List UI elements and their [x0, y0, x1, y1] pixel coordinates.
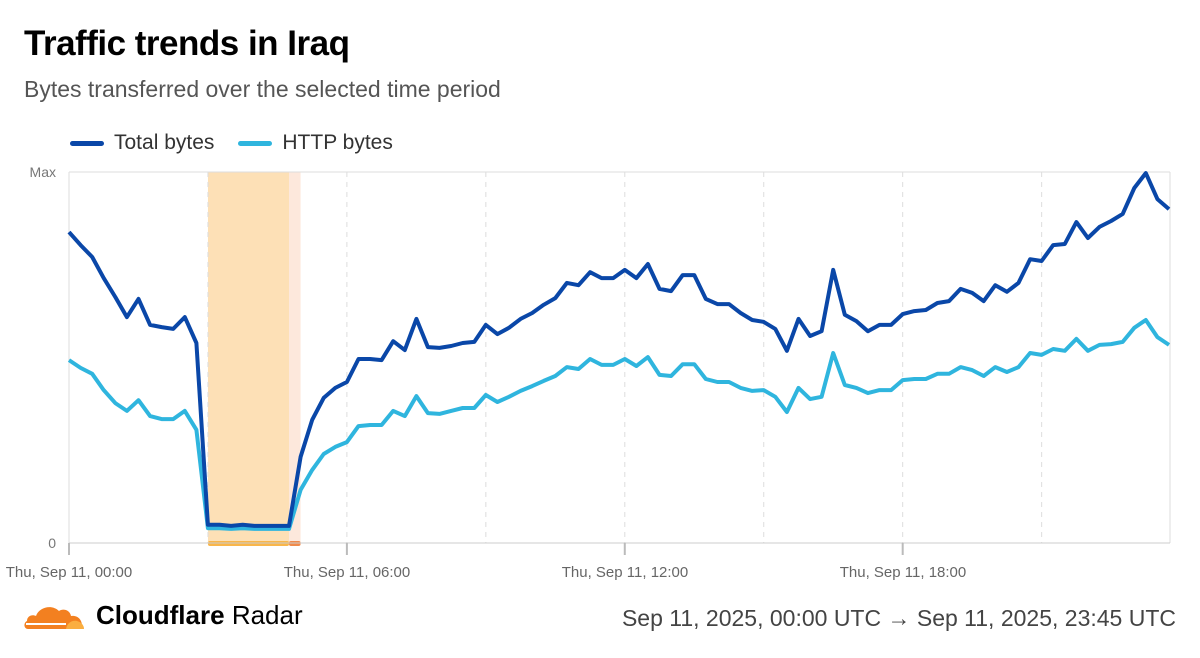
- brand-product: Radar: [231, 600, 303, 630]
- legend-item-http-bytes[interactable]: HTTP bytes: [238, 131, 393, 155]
- cloudflare-radar-logo: Cloudflare Radar: [22, 600, 303, 631]
- brand-name: Cloudflare: [96, 600, 225, 630]
- x-tick-label: Thu, Sep 11, 06:00: [284, 564, 410, 581]
- annotation-band: [207, 172, 289, 543]
- annotation-band: [289, 172, 301, 543]
- date-range: Sep 11, 2025, 00:00 UTC → Sep 11, 2025, …: [621, 605, 1176, 631]
- legend-label: Total bytes: [114, 131, 215, 154]
- line-chart: Max 0 Thu, Sep 11, 00:00 Thu, Sep 11, 06…: [6, 164, 1171, 581]
- legend-label: HTTP bytes: [282, 131, 393, 154]
- x-tick-label: Thu, Sep 11, 18:00: [840, 564, 966, 581]
- series-line-http-bytes: [67, 318, 1171, 531]
- legend-swatch-total-bytes: [70, 140, 104, 146]
- cloudflare-cloud-icon: [24, 606, 84, 629]
- x-tick-label: Thu, Sep 11, 12:00: [562, 564, 688, 581]
- chart-legend: Total bytes HTTP bytes: [70, 131, 393, 155]
- series-line-total-bytes: [67, 171, 1171, 528]
- legend-swatch-http-bytes: [238, 140, 273, 146]
- page-subtitle: Bytes transferred over the selected time…: [24, 76, 501, 102]
- y-tick-label-zero: 0: [48, 535, 56, 551]
- y-tick-label-max: Max: [30, 164, 56, 180]
- legend-item-total-bytes[interactable]: Total bytes: [70, 131, 214, 155]
- page-title: Traffic trends in Iraq: [24, 24, 350, 63]
- x-tick-label: Thu, Sep 11, 00:00: [6, 564, 132, 581]
